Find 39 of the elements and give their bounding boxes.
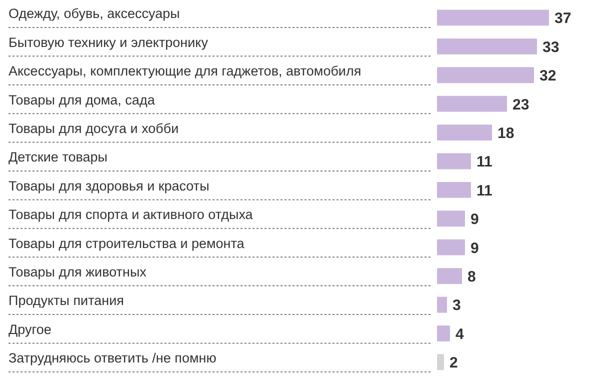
y-tick-label: Товары для спорта и активного отдыха — [8, 207, 254, 222]
data-label: 8 — [468, 268, 476, 286]
y-tick-label: Детские товары — [8, 150, 108, 165]
y-tick-label: Аксессуары, комплектующие для гаджетов, автомобиля — [8, 64, 362, 79]
bar — [437, 10, 549, 26]
y-tick-label: Товары для досуга и хобби — [8, 120, 179, 136]
bar — [437, 67, 534, 84]
data-label: 37 — [554, 10, 572, 28]
bar — [437, 182, 471, 198]
bar — [437, 153, 471, 170]
bar — [437, 354, 444, 370]
bar — [437, 210, 465, 227]
bar — [437, 38, 537, 54]
data-label: 9 — [470, 211, 479, 228]
y-tick-label: Одежду, обувь, аксессуары — [8, 6, 180, 22]
data-label: 2 — [450, 354, 458, 372]
data-label: 32 — [540, 68, 556, 85]
y-tick-label: Товары для здоровья и красоты — [8, 178, 210, 194]
data-label: 23 — [512, 96, 530, 114]
data-label: 11 — [476, 182, 492, 200]
y-tick-label: Затрудняюсь ответить /не помню — [8, 350, 216, 366]
y-tick-label: Товары для строительства и ремонта — [8, 236, 245, 251]
y-tick-label: Другое — [8, 322, 52, 337]
y-tick-label: Продукты питания — [8, 293, 124, 308]
y-tick-label: Товары для дома, сада — [8, 92, 156, 108]
data-label: 11 — [476, 154, 492, 171]
bar — [437, 325, 450, 342]
data-label: 9 — [470, 240, 479, 257]
bar — [437, 124, 492, 140]
bar — [437, 239, 465, 256]
data-label: 33 — [542, 38, 560, 56]
y-tick-label: Бытовую технику и электронику — [8, 34, 208, 50]
bar — [437, 268, 462, 284]
data-label: 18 — [498, 125, 514, 142]
data-label: 4 — [456, 326, 464, 343]
data-label: 3 — [452, 297, 461, 314]
bar — [437, 96, 507, 112]
y-tick-label: Товары для животных — [8, 264, 147, 280]
bar — [437, 296, 447, 313]
